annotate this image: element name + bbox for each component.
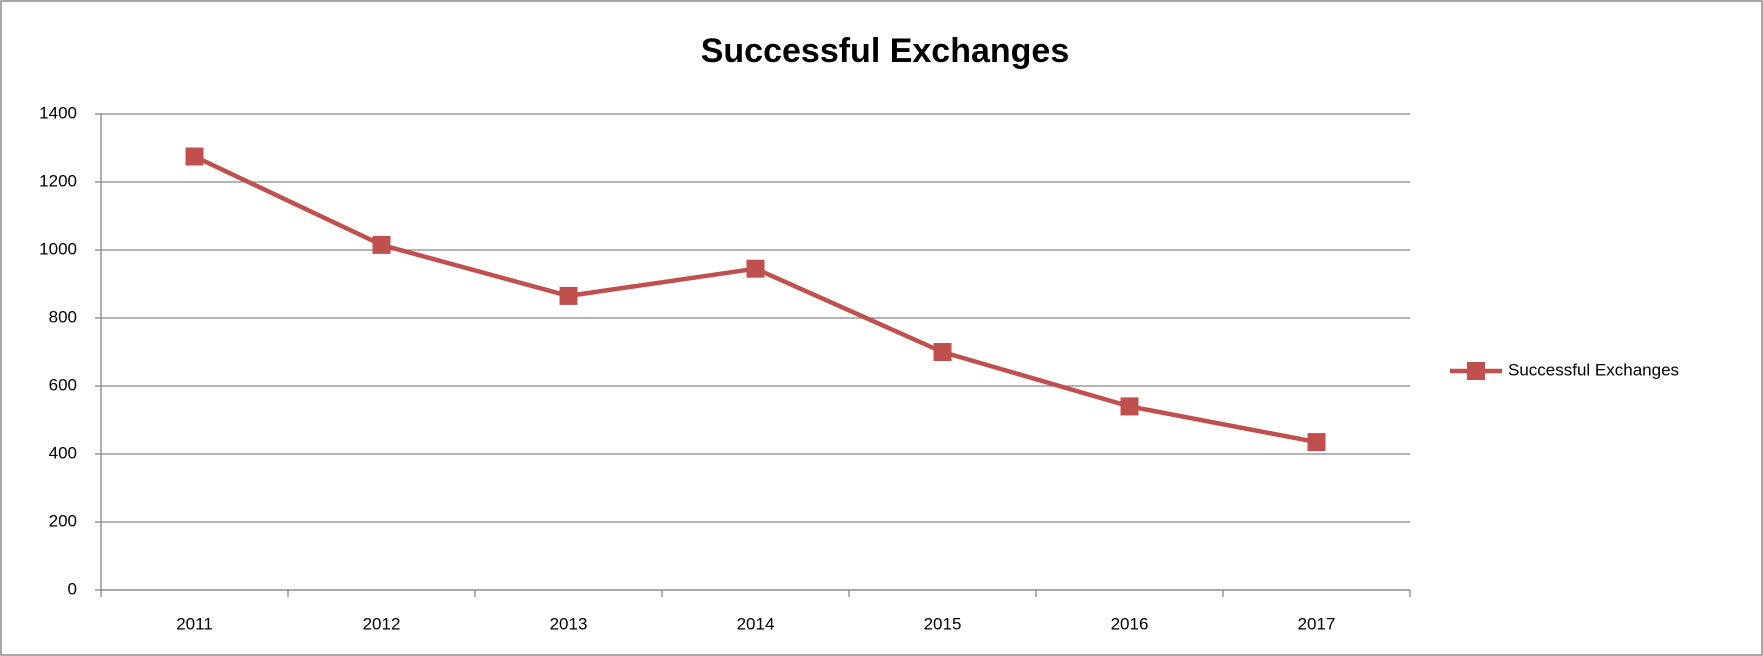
x-tick-label: 2012 [363,614,401,633]
y-tick-label: 800 [49,307,77,326]
marker [559,286,578,305]
marker [185,147,204,166]
x-tick-label: 2016 [1111,614,1149,633]
marker [1307,433,1326,452]
x-tick-label: 2011 [176,614,213,633]
chart-title: Successful Exchanges [701,32,1070,70]
legend-marker [1467,362,1485,380]
x-tick-label: 2014 [737,614,775,633]
y-tick-label: 600 [49,375,77,394]
marker [1120,397,1139,416]
y-tick-label: 0 [68,579,77,598]
y-tick-label: 1400 [39,103,77,122]
y-tick-label: 1200 [39,171,77,190]
y-tick-label: 400 [49,443,77,462]
legend-label: Successful Exchanges [1508,360,1679,379]
y-tick-label: 1000 [39,239,77,258]
y-tick-label: 200 [49,511,77,530]
marker [933,343,952,361]
x-tick-label: 2017 [1298,614,1336,633]
x-tick-label: 2013 [550,614,588,633]
marker [746,259,765,278]
x-tick-label: 2015 [924,614,962,633]
marker [372,235,391,254]
